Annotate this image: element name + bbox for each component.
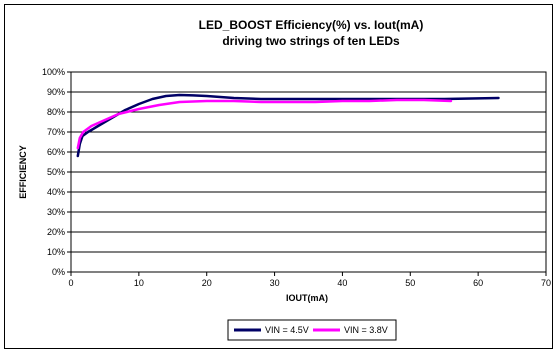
efficiency-chart: LED_BOOST Efficiency(%) vs. Iout(mA) dri… <box>18 18 551 341</box>
x-tick-label: 70 <box>541 278 551 288</box>
legend: VIN = 4.5V VIN = 3.8V <box>227 319 397 341</box>
chart-title: LED_BOOST Efficiency(%) vs. Iout(mA) <box>199 18 424 32</box>
x-tick-labels: 0 10 20 30 40 50 60 70 <box>68 278 551 288</box>
y-tick-label: 40% <box>47 187 65 197</box>
x-tick-label: 40 <box>337 278 347 288</box>
y-tick-label: 100% <box>42 67 65 77</box>
x-tick-label: 20 <box>202 278 212 288</box>
legend-label-vin-4-5v: VIN = 4.5V <box>265 325 309 335</box>
y-tick-label: 70% <box>47 127 65 137</box>
y-tick-label: 10% <box>47 247 65 257</box>
x-tick-label: 30 <box>270 278 280 288</box>
y-tick-labels: 0% 10% 20% 30% 40% 50% 60% 70% 80% 90% 100% <box>42 67 65 277</box>
series-line-0 <box>76 93 500 158</box>
legend-label-vin-3-8v: VIN = 3.8V <box>344 325 388 335</box>
gridlines <box>67 71 547 276</box>
x-tick-label: 10 <box>134 278 144 288</box>
x-tick-label: 50 <box>405 278 415 288</box>
y-tick-label: 30% <box>47 207 65 217</box>
y-axis-label: EFFICIENCY <box>18 145 28 199</box>
y-tick-label: 20% <box>47 227 65 237</box>
x-tick-label: 60 <box>473 278 483 288</box>
y-tick-label: 80% <box>47 107 65 117</box>
series-line-1 <box>76 98 453 150</box>
series-lines <box>76 93 500 158</box>
y-tick-label: 60% <box>47 147 65 157</box>
x-axis-label: IOUT(mA) <box>286 293 328 303</box>
legend-box <box>227 319 397 341</box>
y-tick-label: 90% <box>47 87 65 97</box>
chart-frame: LED_BOOST Efficiency(%) vs. Iout(mA) dri… <box>4 4 553 349</box>
x-tick-label: 0 <box>68 278 73 288</box>
chart-subtitle: driving two strings of ten LEDs <box>222 34 400 48</box>
y-tick-label: 50% <box>47 167 65 177</box>
y-tick-label: 0% <box>52 267 65 277</box>
